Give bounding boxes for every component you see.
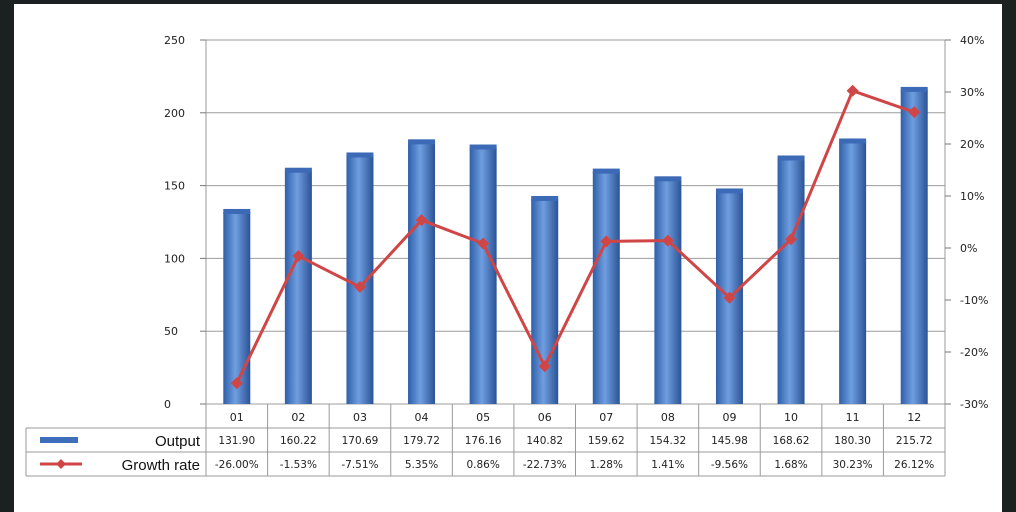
point-growth-rate [415,214,428,227]
legend-key-output [40,437,78,443]
chart-svg: 050100150200250-30%-20%-10%0%10%20%30%40… [25,34,988,477]
data-label-output: 159.62 [588,435,625,447]
data-label-output: 170.69 [342,435,379,447]
y-right-tick-label: -10% [960,294,988,307]
point-growth-rate [538,360,551,373]
point-growth-rate [908,106,921,119]
y-right-tick-label: 10% [960,190,984,203]
x-tick-label: 11 [846,411,860,424]
bar-top [592,168,620,174]
data-label-growth-rate: 0.86% [466,459,499,471]
data-label-output: 131.90 [218,435,255,447]
bar-output [408,142,436,404]
bar-top [223,208,251,214]
legend-label-output: Output [155,433,201,450]
y-left-tick-label: 250 [164,34,185,47]
bar-output [839,141,867,404]
data-label-output: 160.22 [280,435,317,447]
plot-area [205,39,946,405]
bar-top [284,167,312,173]
y-left-tick-label: 150 [164,180,185,193]
data-label-output: 145.98 [711,435,748,447]
y-left-tick-label: 50 [164,325,178,338]
point-growth-rate [785,233,798,246]
point-growth-rate [723,291,736,304]
bar-top [469,144,497,150]
point-growth-rate [353,281,366,294]
bar-top [777,155,805,161]
y-left-tick-label: 200 [164,107,185,120]
y-right-tick-label: 30% [960,86,984,99]
data-label-output: 179.72 [403,435,440,447]
bar-output [223,211,251,404]
data-label-growth-rate: -1.53% [280,459,317,471]
legend-key-growth-rate-marker [56,459,66,469]
data-label-output: 154.32 [650,435,687,447]
data-label-growth-rate: -9.56% [711,459,748,471]
y-left-tick-label: 0 [164,398,171,411]
y-right-tick-label: -30% [960,398,988,411]
point-growth-rate [477,237,490,250]
point-growth-rate [846,84,859,97]
data-table: 01 02 03 04 05 06 07 08 09 10 11 12 Output Growth rat… [25,404,946,477]
bar-top [900,86,928,92]
data-label-growth-rate: -22.73% [523,459,567,471]
grid-layer [205,39,946,405]
bar-top [531,195,559,201]
x-tick-label: 01 [230,411,244,424]
data-label-growth-rate: 26.12% [894,459,934,471]
axes-layer: 0 50 100 150 200 250 -30% -20% -10% 0% 10% 20% 30% 40… [164,34,988,411]
x-tick-label: 06 [538,411,552,424]
bar-output [592,171,620,404]
data-label-output: 168.62 [773,435,810,447]
point-growth-rate [600,235,613,248]
data-label-growth-rate: 1.41% [651,459,684,471]
legend-label-growth-rate: Growth rate [122,457,200,474]
chart-frame: 0 50 100 150 200 250 -30% -20% -10% 0% 10% 20% 30% 40… [14,4,1002,512]
x-tick-label: 07 [599,411,613,424]
bar-output [284,170,312,404]
x-tick-label: 03 [353,411,367,424]
bar-top [346,152,374,158]
series-line-growth-rate [235,89,915,384]
data-label-output: 215.72 [896,435,933,447]
x-tick-label: 12 [907,411,921,424]
data-label-growth-rate: 1.28% [590,459,623,471]
bar-output [531,198,559,404]
bar-output [654,179,682,404]
data-label-growth-rate: 1.68% [774,459,807,471]
x-tick-label: 10 [784,411,798,424]
bar-top [715,188,743,194]
bar-top [654,176,682,182]
data-label-growth-rate: 5.35% [405,459,438,471]
point-growth-rate [661,234,674,247]
bar-output [346,155,374,404]
x-tick-label: 08 [661,411,675,424]
bar-output [900,89,928,404]
point-growth-rate [230,377,243,390]
data-label-output: 176.16 [465,435,502,447]
y-right-tick-label: 40% [960,34,984,47]
x-tick-label: 02 [291,411,305,424]
data-label-growth-rate: 30.23% [833,459,873,471]
x-tick-label: 04 [415,411,429,424]
data-label-growth-rate: -7.51% [341,459,378,471]
y-right-tick-label: 20% [960,138,984,151]
data-label-output: 180.30 [834,435,871,447]
x-tick-label: 09 [722,411,736,424]
bar-output [777,158,805,404]
bar-top [408,139,436,145]
data-label-growth-rate: -26.00% [215,459,259,471]
line-layer [230,84,921,390]
x-tick-label: 05 [476,411,490,424]
y-right-tick-label: -20% [960,346,988,359]
y-left-tick-label: 100 [164,252,185,265]
bar-output [469,147,497,404]
data-label-output: 140.82 [526,435,563,447]
point-growth-rate [292,249,305,262]
y-right-tick-label: 0% [960,242,977,255]
bar-top [839,138,867,144]
